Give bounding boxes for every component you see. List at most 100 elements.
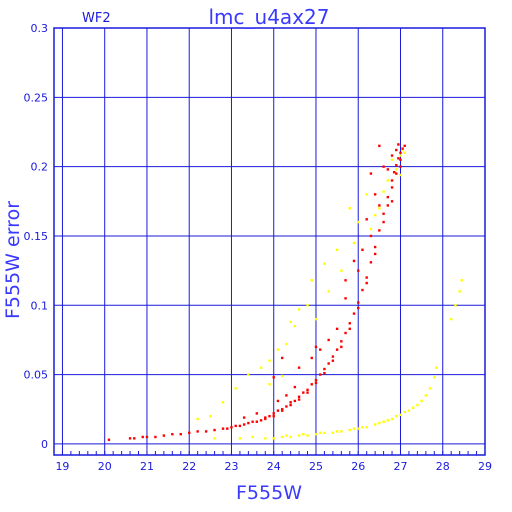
y-tick-label: 0.2 <box>31 161 49 174</box>
data-point <box>403 144 406 148</box>
data-point <box>331 431 335 435</box>
data-point <box>390 417 394 421</box>
data-point <box>107 438 111 441</box>
data-point <box>335 327 339 331</box>
data-point <box>395 168 398 171</box>
data-point <box>327 290 330 293</box>
data-point <box>357 427 360 430</box>
data-point <box>196 430 199 433</box>
data-point <box>331 359 335 362</box>
data-point <box>276 348 280 351</box>
data-point <box>238 424 242 428</box>
data-point <box>323 431 326 435</box>
data-point <box>306 304 309 307</box>
data-point <box>378 204 381 207</box>
data-point <box>302 391 305 394</box>
data-point <box>344 297 347 300</box>
x-tick-label: 23 <box>224 460 238 473</box>
data-point <box>272 414 275 418</box>
data-point <box>348 327 351 331</box>
data-point <box>365 218 368 221</box>
data-point <box>145 435 149 439</box>
data-point <box>133 437 136 440</box>
data-point <box>234 424 237 428</box>
y-tick-label: 0 <box>41 438 48 451</box>
data-point <box>327 362 330 365</box>
data-point <box>373 252 377 256</box>
data-point <box>454 304 457 307</box>
data-point <box>340 340 343 343</box>
y-tick-labels: 0 0.05 0.1 0.15 0.2 0.25 0.3 <box>24 22 49 451</box>
data-point <box>399 154 402 157</box>
x-tick-label: 20 <box>98 460 112 473</box>
data-point <box>297 366 301 369</box>
data-point <box>373 245 377 249</box>
data-point <box>386 168 390 171</box>
y-tick-label: 0.1 <box>31 299 49 312</box>
data-point <box>280 435 284 439</box>
data-point <box>390 158 394 161</box>
data-point <box>352 241 356 245</box>
data-point <box>357 306 360 310</box>
x-tick-label: 22 <box>182 460 196 473</box>
data-point <box>460 279 463 282</box>
data-point <box>154 435 157 439</box>
data-point <box>128 437 132 440</box>
data-point <box>268 414 271 418</box>
data-point <box>348 322 351 325</box>
x-tick-label: 24 <box>267 460 281 473</box>
data-point <box>238 437 242 440</box>
y-axis-title: F555W error <box>2 201 24 319</box>
data-point <box>450 317 453 321</box>
corner-label: WF2 <box>82 11 111 26</box>
data-point <box>221 427 225 430</box>
data-point <box>289 435 292 439</box>
data-point <box>259 419 263 422</box>
data-point <box>331 355 335 358</box>
data-point <box>340 269 343 272</box>
data-point <box>401 147 404 150</box>
data-point <box>314 378 318 382</box>
data-point <box>268 383 271 386</box>
data-point <box>327 338 330 342</box>
data-point <box>272 437 275 440</box>
data-point <box>272 376 275 379</box>
data-point <box>357 269 360 272</box>
data-point <box>361 426 364 429</box>
data-point <box>344 279 347 282</box>
data-point <box>399 413 402 416</box>
data-point <box>213 437 216 440</box>
data-point <box>395 172 398 175</box>
data-point <box>280 409 284 412</box>
data-point <box>403 410 406 414</box>
data-point <box>390 186 394 189</box>
data-point <box>306 434 309 437</box>
grid <box>54 27 486 455</box>
data-point <box>378 207 381 210</box>
data-point <box>361 288 364 292</box>
data-point <box>397 143 400 146</box>
data-point <box>204 430 208 433</box>
data-point <box>310 383 313 386</box>
data-point <box>386 195 390 199</box>
data-point <box>369 261 373 264</box>
data-point <box>310 356 313 360</box>
data-point <box>348 428 351 432</box>
data-point <box>242 423 246 426</box>
data-point <box>395 148 398 152</box>
plot-frame <box>53 27 486 456</box>
data-point <box>335 430 339 433</box>
data-point <box>420 399 423 403</box>
data-point <box>352 312 356 315</box>
data-point <box>428 387 432 390</box>
data-point <box>369 227 373 231</box>
data-point <box>280 356 284 360</box>
data-point <box>280 374 284 378</box>
data-point <box>251 420 254 423</box>
data-point <box>397 157 400 160</box>
data-point <box>272 412 275 415</box>
data-point <box>171 433 174 436</box>
data-point <box>435 366 438 369</box>
data-point <box>242 416 246 419</box>
